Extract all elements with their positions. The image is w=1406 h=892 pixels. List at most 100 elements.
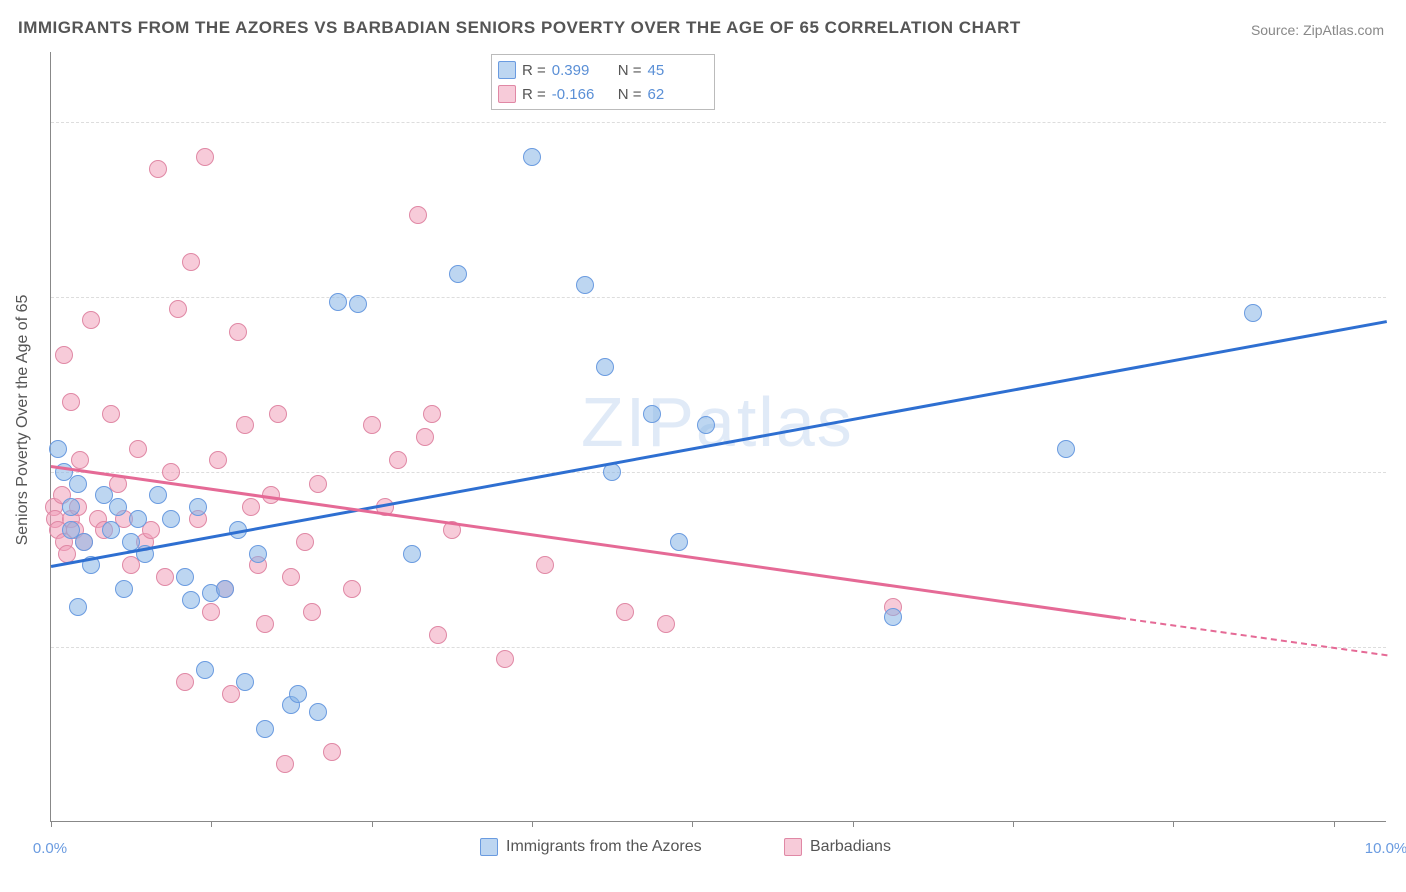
barbadians-point [169,300,187,318]
x-tick [692,821,693,827]
barbadians-point [323,743,341,761]
legend-item: Immigrants from the Azores [480,838,702,856]
barbadians-point [176,673,194,691]
azores-point [523,148,541,166]
barbadians-point [309,475,327,493]
barbadians-point [496,650,514,668]
azores-point [69,598,87,616]
stat-r-value: 0.399 [552,62,612,79]
azores-point [69,475,87,493]
legend-label: Immigrants from the Azores [506,838,702,856]
stats-row: R =-0.166N =62 [498,82,708,106]
azores-trend-line [51,320,1387,567]
barbadians-point [236,416,254,434]
x-tick [1334,821,1335,827]
barbadians-point [256,615,274,633]
legend-label: Barbadians [810,838,891,856]
y-axis-label: Seniors Poverty Over the Age of 65 [14,295,32,546]
barbadians-point [269,405,287,423]
azores-point [643,405,661,423]
x-tick [1173,821,1174,827]
barbadians-point [71,451,89,469]
barbadians-point [156,568,174,586]
azores-point [309,703,327,721]
chart-title: IMMIGRANTS FROM THE AZORES VS BARBADIAN … [18,18,1021,38]
azores-point [256,720,274,738]
gridline [51,122,1386,123]
x-tick [51,821,52,827]
barbadians-point [182,253,200,271]
barbadians-point [209,451,227,469]
legend-item: Barbadians [784,838,891,856]
azores-point [349,295,367,313]
azores-point [884,608,902,626]
azores-point [1057,440,1075,458]
x-tick-label: 10.0% [1365,840,1406,857]
chart-container: IMMIGRANTS FROM THE AZORES VS BARBADIAN … [0,0,1406,892]
barbadians-point [242,498,260,516]
legend-swatch [480,838,498,856]
legend-swatch [498,61,516,79]
barbadians-point [102,405,120,423]
barbadians-point [616,603,634,621]
barbadians-point [129,440,147,458]
barbadians-point [202,603,220,621]
azores-point [176,568,194,586]
barbadians-point [536,556,554,574]
barbadians-point [423,405,441,423]
legend-swatch [498,85,516,103]
x-tick [1013,821,1014,827]
azores-point [162,510,180,528]
azores-point [216,580,234,598]
azores-point [289,685,307,703]
barbadians-point [296,533,314,551]
azores-point [697,416,715,434]
azores-point [449,265,467,283]
azores-point [115,580,133,598]
azores-point [149,486,167,504]
stat-n-value: 62 [648,86,708,103]
stat-r-label: R = [522,86,546,103]
azores-point [75,533,93,551]
x-tick [372,821,373,827]
barbadians-point [62,393,80,411]
barbadians-point [409,206,427,224]
azores-point [182,591,200,609]
barbadians-point [149,160,167,178]
gridline [51,647,1386,648]
azores-point [576,276,594,294]
barbadians-point [389,451,407,469]
azores-point [189,498,207,516]
stats-row: R =0.399N =45 [498,58,708,82]
barbadians-point [303,603,321,621]
azores-point [129,510,147,528]
x-tick [211,821,212,827]
barbadians-point [229,323,247,341]
barbadians-point [196,148,214,166]
barbadians-point [657,615,675,633]
barbadians-point [363,416,381,434]
barbadians-trend-dash [1120,617,1387,656]
azores-point [329,293,347,311]
azores-point [109,498,127,516]
plot-area: ZIPatlas R =0.399N =45R =-0.166N =62 7.5… [50,52,1386,822]
barbadians-point [162,463,180,481]
barbadians-point [429,626,447,644]
azores-point [62,498,80,516]
azores-point [1244,304,1262,322]
azores-point [102,521,120,539]
watermark: ZIPatlas [581,382,854,462]
legend-swatch [784,838,802,856]
x-tick [853,821,854,827]
barbadians-point [282,568,300,586]
barbadians-point [416,428,434,446]
x-tick-label: 0.0% [33,840,67,857]
barbadians-point [82,311,100,329]
source-label: Source: ZipAtlas.com [1251,22,1384,38]
correlation-stats-box: R =0.399N =45R =-0.166N =62 [491,54,715,110]
barbadians-point [343,580,361,598]
gridline [51,297,1386,298]
stat-r-value: -0.166 [552,86,612,103]
stat-n-label: N = [618,62,642,79]
azores-point [670,533,688,551]
